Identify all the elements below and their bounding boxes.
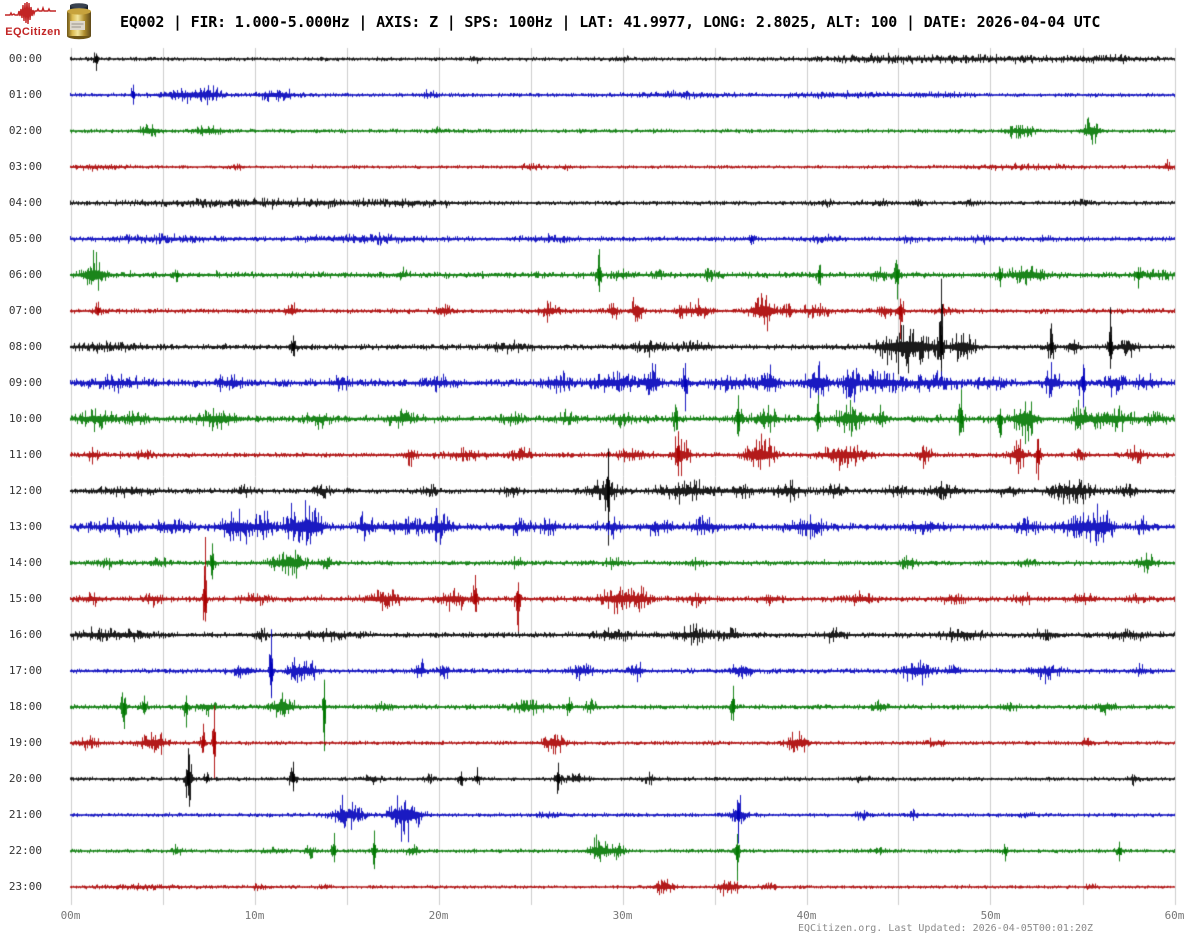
x-axis-tick-label: 10m bbox=[244, 909, 265, 922]
row-time-label: 04:00 bbox=[8, 196, 42, 209]
row-time-label: 02:00 bbox=[8, 124, 42, 137]
row-time-label: 01:00 bbox=[8, 88, 42, 101]
row-time-label: 10:00 bbox=[8, 412, 42, 425]
footer-status: EQCitizen.org. Last Updated: 2026-04-05T… bbox=[798, 923, 1094, 934]
row-time-label: 07:00 bbox=[8, 304, 42, 317]
row-time-label: 13:00 bbox=[8, 520, 42, 533]
row-time-label: 05:00 bbox=[8, 232, 42, 245]
row-time-label: 16:00 bbox=[8, 628, 42, 641]
x-axis-tick-label: 40m bbox=[796, 909, 817, 922]
x-axis-tick-label: 00m bbox=[60, 909, 81, 922]
x-axis-tick-label: 30m bbox=[612, 909, 633, 922]
row-time-label: 20:00 bbox=[8, 772, 42, 785]
row-time-label: 15:00 bbox=[8, 592, 42, 605]
row-time-label: 17:00 bbox=[8, 664, 42, 677]
row-time-label: 12:00 bbox=[8, 484, 42, 497]
row-time-label: 21:00 bbox=[8, 808, 42, 821]
row-time-label: 08:00 bbox=[8, 340, 42, 353]
row-time-label: 18:00 bbox=[8, 700, 42, 713]
x-axis-tick-label: 20m bbox=[428, 909, 449, 922]
row-time-label: 06:00 bbox=[8, 268, 42, 281]
row-time-label: 23:00 bbox=[8, 880, 42, 893]
x-axis-tick-label: 60m bbox=[1164, 909, 1185, 922]
row-time-label: 00:00 bbox=[8, 52, 42, 65]
x-axis-tick-label: 50m bbox=[980, 909, 1001, 922]
row-time-label: 11:00 bbox=[8, 448, 42, 461]
row-time-label: 09:00 bbox=[8, 376, 42, 389]
row-time-label: 03:00 bbox=[8, 160, 42, 173]
row-time-label: 14:00 bbox=[8, 556, 42, 569]
row-time-label: 19:00 bbox=[8, 736, 42, 749]
row-time-label: 22:00 bbox=[8, 844, 42, 857]
